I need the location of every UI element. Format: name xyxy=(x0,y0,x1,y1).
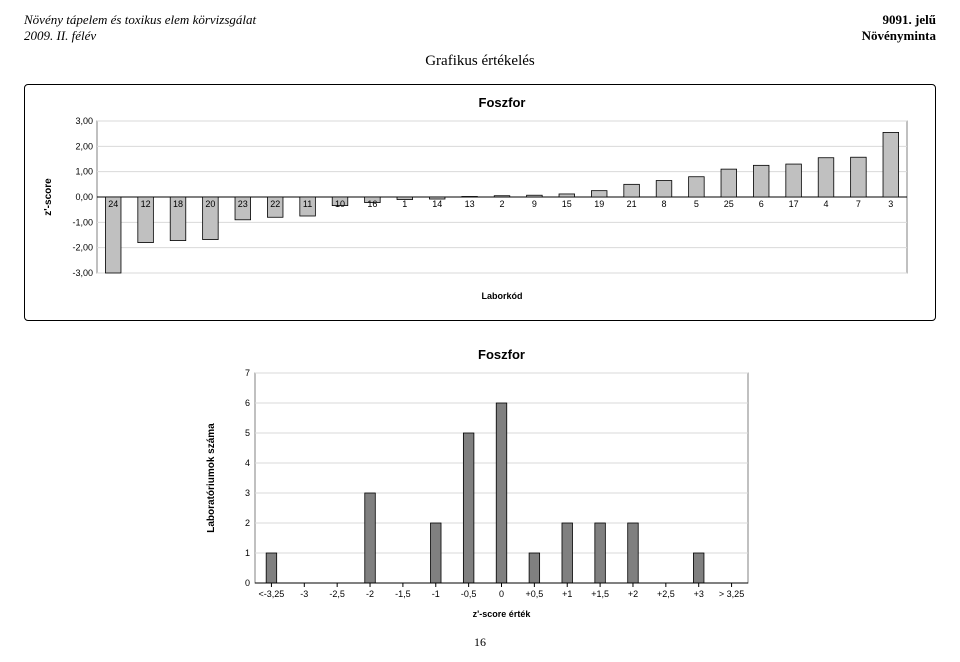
header-left-line2: 2009. II. félév xyxy=(24,28,256,44)
zscore-xtick: 10 xyxy=(335,199,345,209)
zscore-title: Foszfor xyxy=(479,95,526,110)
zscore-xtick: 2 xyxy=(499,199,504,209)
hist-xtick: -0,5 xyxy=(461,589,477,599)
zscore-xtick: 24 xyxy=(108,199,118,209)
hist-title: Foszfor xyxy=(478,347,525,362)
hist-ytick: 5 xyxy=(245,428,250,438)
zscore-xtick: 25 xyxy=(724,199,734,209)
zscore-bar xyxy=(721,169,737,197)
hist-xtick: -3 xyxy=(300,589,308,599)
zscore-xtick: 17 xyxy=(789,199,799,209)
zscore-bar xyxy=(851,157,867,197)
zscore-ytick: -2,00 xyxy=(72,242,93,252)
header-right-line1: 9091. jelű xyxy=(862,12,936,28)
zscore-chart: Foszfor z'-score -3,00 -2,00 -1,00 0,00 1,00 2,… xyxy=(37,93,917,303)
zscore-xtick: 15 xyxy=(562,199,572,209)
hist-ytick: 0 xyxy=(245,578,250,588)
hist-xtick: +2 xyxy=(628,589,638,599)
zscore-bar xyxy=(818,157,834,196)
hist-ytick: 6 xyxy=(245,398,250,408)
zscore-bar xyxy=(753,165,769,197)
hist-bar xyxy=(266,553,277,583)
zscore-ytick: 3,00 xyxy=(75,116,93,126)
zscore-xtick: 6 xyxy=(759,199,764,209)
hist-bar xyxy=(693,553,704,583)
zscore-panel: Foszfor z'-score -3,00 -2,00 -1,00 0,00 1,00 2,… xyxy=(24,84,936,321)
zscore-xtick: 14 xyxy=(432,199,442,209)
hist-xtick: 0 xyxy=(499,589,504,599)
zscore-bar xyxy=(689,176,705,196)
zscore-xtick: 8 xyxy=(661,199,666,209)
hist-bar xyxy=(529,553,540,583)
hist-bar xyxy=(463,433,474,583)
header-right: 9091. jelű Növényminta xyxy=(862,12,936,45)
zscore-ytick: 2,00 xyxy=(75,141,93,151)
zscore-xtick: 5 xyxy=(694,199,699,209)
hist-xtick: > 3,25 xyxy=(719,589,744,599)
page-subtitle: Grafikus értékelés xyxy=(24,53,936,70)
page-number: 16 xyxy=(24,635,936,650)
hist-ytick: 2 xyxy=(245,518,250,528)
hist-xtick: -2 xyxy=(366,589,374,599)
hist-ytick: 1 xyxy=(245,548,250,558)
hist-xtick: +1 xyxy=(562,589,572,599)
zscore-bar xyxy=(656,180,672,196)
hist-bar xyxy=(628,523,639,583)
hist-ylabel: Laboratóriumok száma xyxy=(206,422,217,532)
zscore-xtick: 13 xyxy=(465,199,475,209)
hist-bar xyxy=(562,523,573,583)
zscore-bar xyxy=(462,196,478,197)
hist-wrap: Foszfor Laboratóriumok száma 0 1 2 3 4 5 6 7 <-3,2… xyxy=(24,343,936,623)
zscore-xtick: 16 xyxy=(367,199,377,209)
hist-ytick: 4 xyxy=(245,458,250,468)
zscore-ytick: 1,00 xyxy=(75,166,93,176)
hist-bar xyxy=(431,523,442,583)
header-left-line1: Növény tápelem és toxikus elem körvizsgá… xyxy=(24,12,256,28)
header-right-line2: Növényminta xyxy=(862,28,936,44)
hist-xtick: +2,5 xyxy=(657,589,675,599)
zscore-ytick: 0,00 xyxy=(75,192,93,202)
zscore-xtick: 21 xyxy=(627,199,637,209)
zscore-xtick: 3 xyxy=(888,199,893,209)
zscore-ylabel: z'-score xyxy=(43,177,54,215)
hist-ytick: 3 xyxy=(245,488,250,498)
hist-xtick: -1 xyxy=(432,589,440,599)
zscore-bar xyxy=(559,193,575,196)
zscore-xtick: 4 xyxy=(823,199,828,209)
hist-xlabel: z'-score érték xyxy=(473,609,532,619)
zscore-xtick: 22 xyxy=(270,199,280,209)
zscore-xlabel: Laborkód xyxy=(481,291,522,301)
hist-bar xyxy=(595,523,606,583)
zscore-bar xyxy=(494,195,510,196)
zscore-ytick: -1,00 xyxy=(72,217,93,227)
zscore-xtick: 19 xyxy=(594,199,604,209)
zscore-bar xyxy=(883,132,899,197)
zscore-xtick: 7 xyxy=(856,199,861,209)
zscore-ytick: -3,00 xyxy=(72,268,93,278)
hist-xtick: +0,5 xyxy=(525,589,543,599)
hist-bar xyxy=(496,403,507,583)
zscore-bar xyxy=(786,164,802,197)
zscore-xtick: 1 xyxy=(402,199,407,209)
hist-bar xyxy=(365,493,376,583)
hist-ytick: 7 xyxy=(245,368,250,378)
hist-xtick: <-3,25 xyxy=(259,589,285,599)
header-left: Növény tápelem és toxikus elem körvizsgá… xyxy=(24,12,256,45)
hist-chart: Foszfor Laboratóriumok száma 0 1 2 3 4 5 6 7 <-3,2… xyxy=(200,343,760,623)
hist-xtick: +1,5 xyxy=(591,589,609,599)
zscore-xtick: 20 xyxy=(205,199,215,209)
zscore-xtick: 18 xyxy=(173,199,183,209)
header: Növény tápelem és toxikus elem körvizsgá… xyxy=(24,12,936,45)
zscore-xtick: 12 xyxy=(141,199,151,209)
hist-xtick: -2,5 xyxy=(329,589,345,599)
zscore-bar xyxy=(527,195,543,197)
zscore-xtick: 23 xyxy=(238,199,248,209)
hist-xtick: +3 xyxy=(694,589,704,599)
zscore-bar xyxy=(624,184,640,197)
zscore-bar xyxy=(591,190,607,196)
zscore-xtick: 9 xyxy=(532,199,537,209)
zscore-xtick: 11 xyxy=(303,199,312,209)
hist-xtick: -1,5 xyxy=(395,589,411,599)
